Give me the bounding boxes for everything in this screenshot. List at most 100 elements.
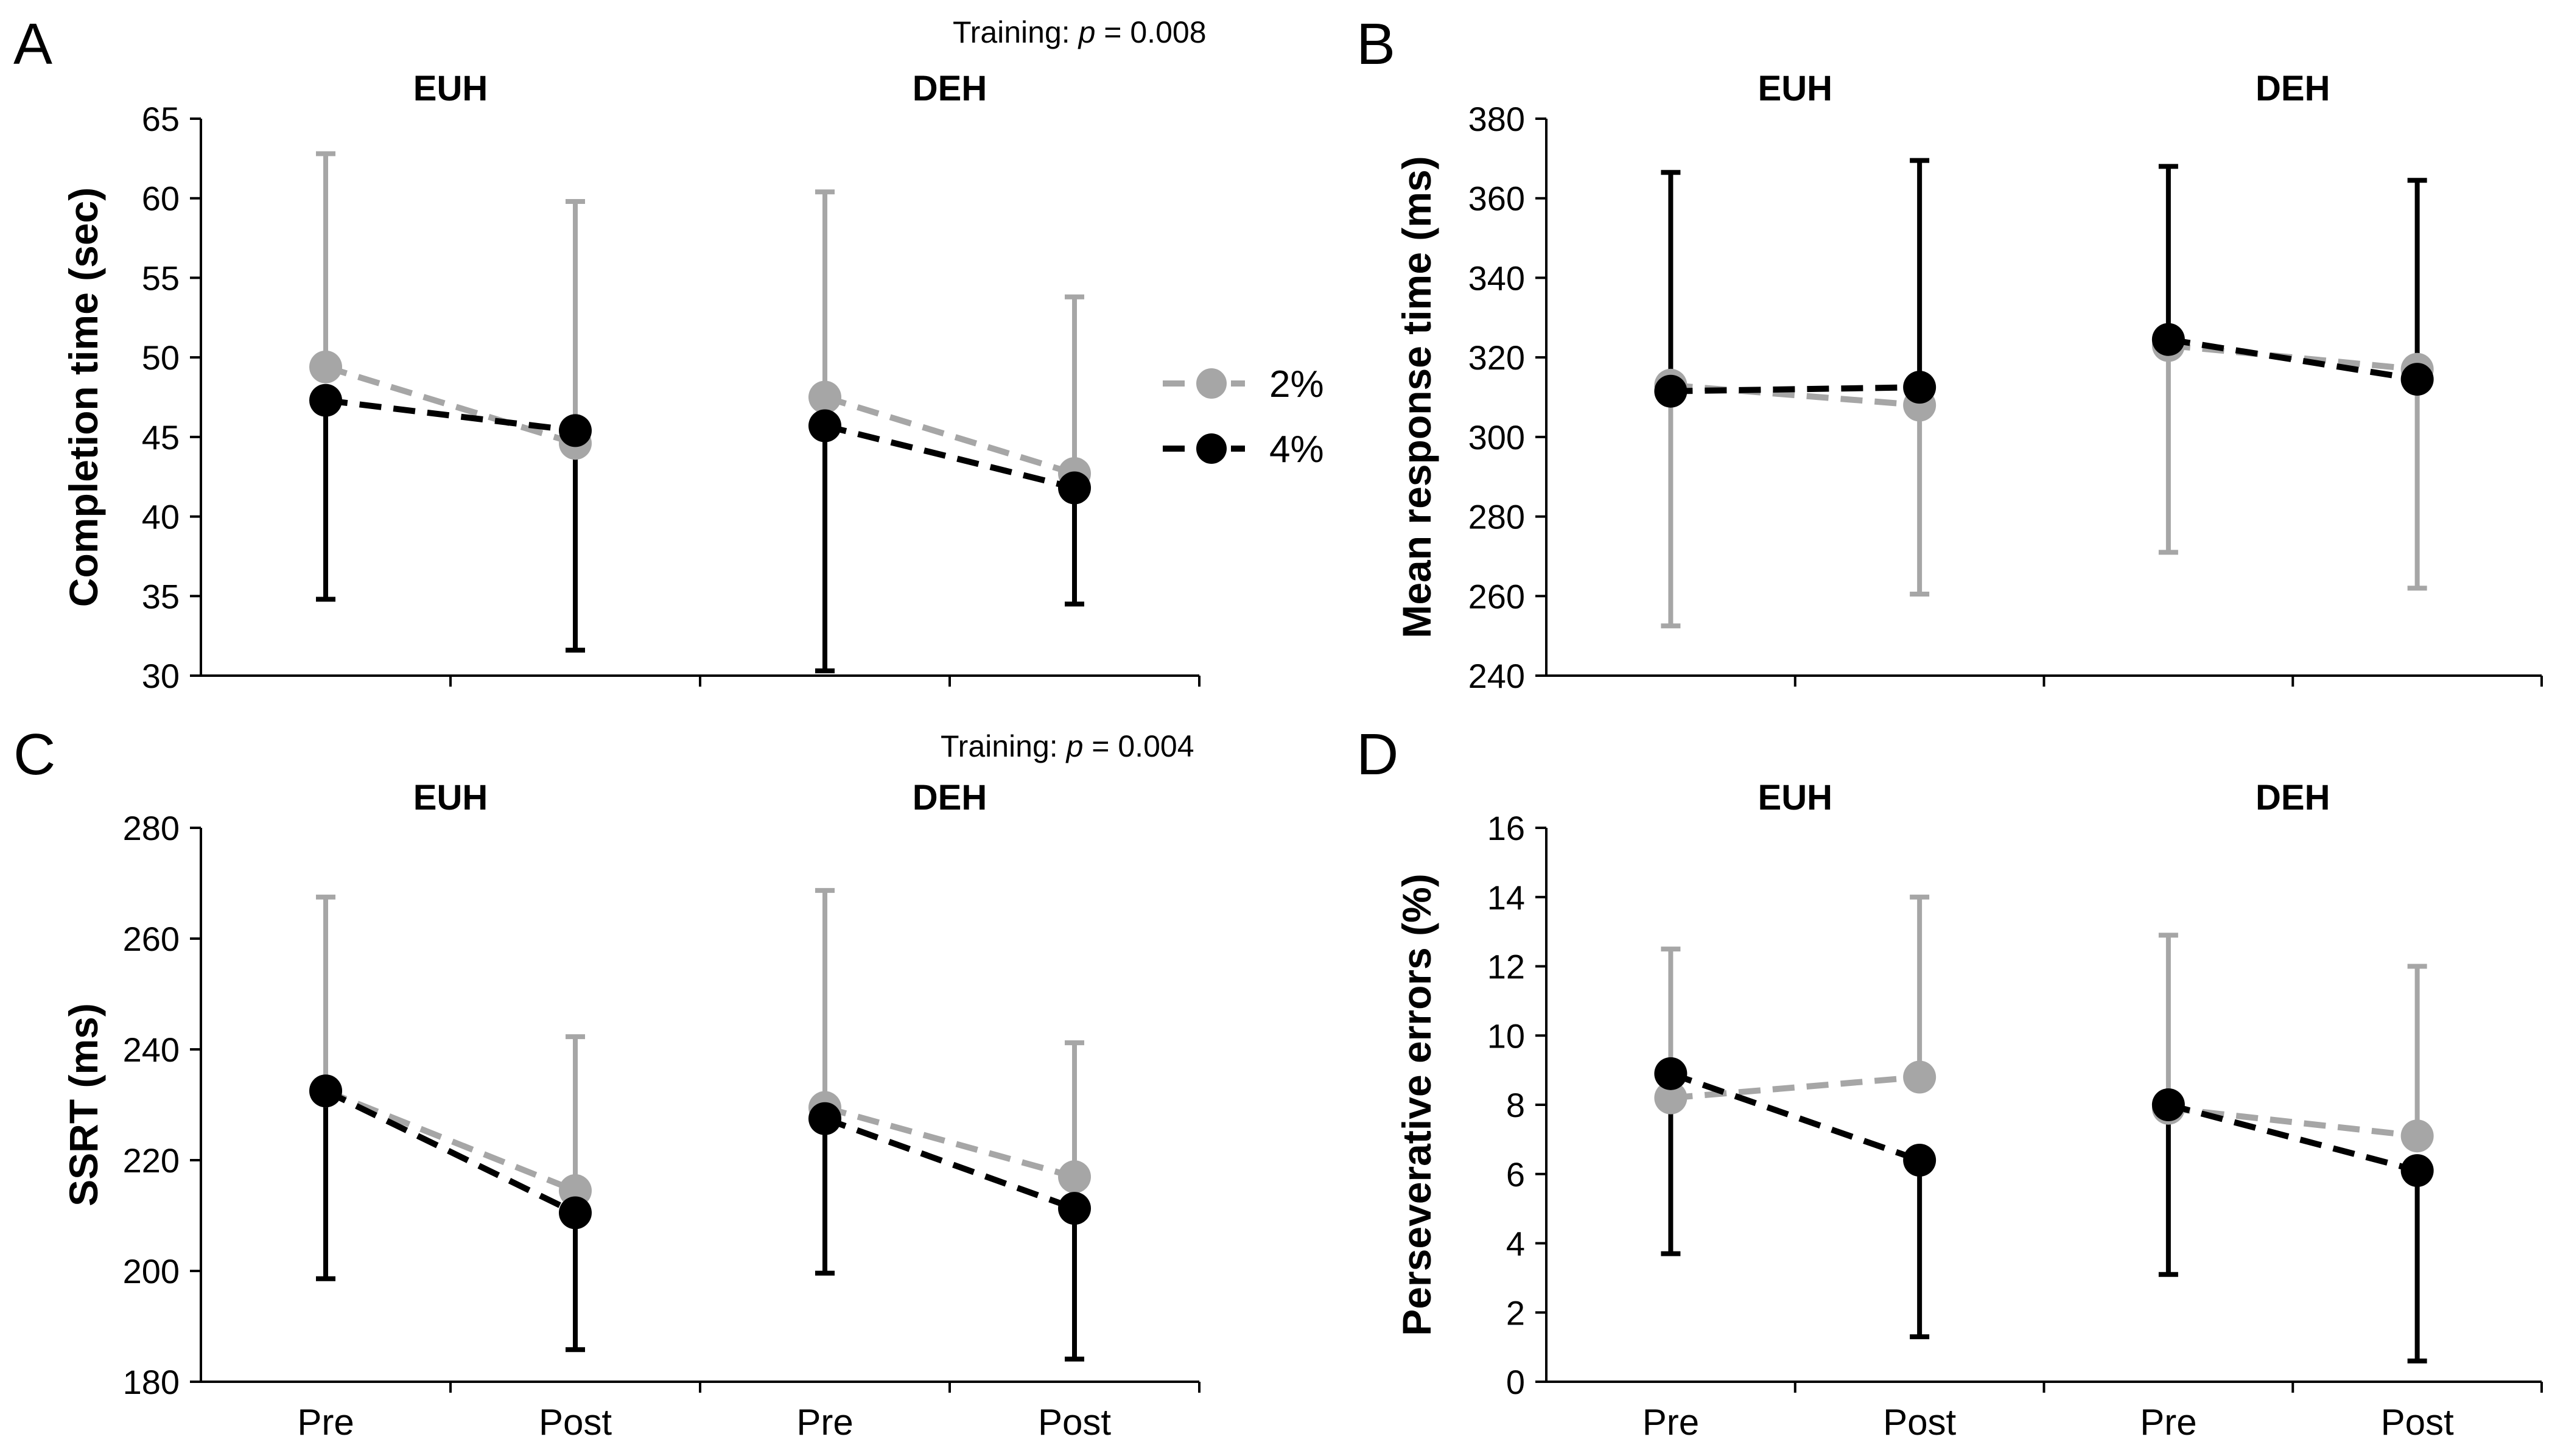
group-label-deh: DEH <box>2256 778 2330 817</box>
legend-label: 2% <box>1269 363 1324 405</box>
annotation-prefix: Training: <box>941 729 1067 763</box>
group-label-deh: DEH <box>913 778 987 817</box>
y-tick-label: 200 <box>123 1252 180 1290</box>
panel-letter-c: C <box>13 722 55 787</box>
series-line <box>824 1116 1076 1211</box>
y-tick-label: 65 <box>142 100 180 138</box>
data-point <box>2151 323 2185 356</box>
annotation-prefix: Training: <box>953 15 1079 49</box>
data-point <box>808 1102 841 1135</box>
y-tick-label: 35 <box>142 577 180 615</box>
data-point <box>808 409 841 443</box>
y-tick-label: 280 <box>1468 498 1525 536</box>
data-point <box>808 380 841 414</box>
series-line <box>2168 336 2418 383</box>
data-point <box>1903 1060 1937 1094</box>
y-tick-label: 16 <box>1487 809 1525 847</box>
y-tick-label: 280 <box>123 809 180 847</box>
y-tick-label: 240 <box>123 1031 180 1069</box>
legend-marker <box>1196 368 1227 399</box>
y-tick-label: 300 <box>1468 418 1525 457</box>
x-category-label-pre: Pre <box>2140 1402 2196 1443</box>
data-point <box>2400 1154 2434 1188</box>
data-point <box>2400 363 2434 396</box>
y-tick-label: 30 <box>142 657 180 695</box>
training-annotation: Training: p = 0.008 <box>953 15 1207 49</box>
panel-a: A EUH DEH 30 35 40 45 50 55 60 65 Completion time (… <box>13 12 1324 695</box>
data-point <box>1654 1057 1688 1090</box>
y-axis-label: Completion time (sec) <box>61 187 106 607</box>
data-point <box>1903 1144 1937 1177</box>
data-point <box>1058 1192 1091 1225</box>
y-tick-label: 4 <box>1506 1225 1525 1263</box>
annotation-value: = 0.008 <box>1095 15 1206 49</box>
series-line <box>1670 384 1920 394</box>
data-point <box>309 350 342 383</box>
y-axis-label: Perseverative errors (%) <box>1394 873 1439 1335</box>
y-tick-label: 55 <box>142 259 180 297</box>
group-label-euh: EUH <box>413 778 488 817</box>
data-point <box>1654 1081 1688 1115</box>
legend-label: 4% <box>1269 429 1324 471</box>
series-line <box>1669 1071 1921 1163</box>
y-tick-label: 2 <box>1506 1293 1525 1332</box>
y-tick-label: 340 <box>1468 259 1525 297</box>
legend-marker <box>1196 433 1227 464</box>
group-label-deh: DEH <box>913 69 987 108</box>
y-tick-label: 10 <box>1487 1017 1525 1055</box>
series-line <box>824 1104 1076 1180</box>
group-label-euh: EUH <box>1758 778 1832 817</box>
data-point <box>559 414 592 447</box>
series-line <box>2168 342 2418 373</box>
annotation-p: p <box>1078 15 1096 49</box>
x-category-label-post: Post <box>1038 1402 1111 1443</box>
panel-c: C EUH DEH 180 200 220 240 260 280 Pre Post Pre Post S… <box>13 722 1201 1443</box>
y-tick-label: 40 <box>142 498 180 536</box>
series-line <box>324 1088 577 1216</box>
series-line <box>324 364 577 447</box>
y-tick-label: 6 <box>1506 1155 1525 1194</box>
x-category-label-pre: Pre <box>796 1402 853 1443</box>
y-tick-label: 0 <box>1506 1363 1525 1401</box>
panel-letter-d: D <box>1356 722 1398 787</box>
panel-letter-a: A <box>13 12 52 77</box>
y-axis-label: SSRT (ms) <box>61 1003 106 1206</box>
panel-d: D EUH DEH 0 2 4 6 8 10 12 14 16 Pre Post Pre Post Persev… <box>1356 722 2543 1443</box>
annotation-p: p <box>1065 729 1084 763</box>
x-category-label-post: Post <box>1883 1402 1956 1443</box>
panel-b: B EUH DEH 240 260 280 300 320 340 360 380 Mean resp… <box>1356 12 2543 695</box>
data-point <box>309 383 342 417</box>
y-tick-label: 180 <box>123 1363 180 1401</box>
series-line <box>824 422 1076 491</box>
y-tick-label: 50 <box>142 338 180 377</box>
series-line <box>1670 1074 1920 1101</box>
x-category-label-pre: Pre <box>297 1402 354 1443</box>
x-category-label-pre: Pre <box>1642 1402 1699 1443</box>
annotation-value: = 0.004 <box>1083 729 1194 763</box>
group-label-euh: EUH <box>413 69 488 108</box>
x-category-label-post: Post <box>539 1402 612 1443</box>
training-annotation: Training: p = 0.004 <box>941 729 1194 763</box>
y-tick-label: 60 <box>142 180 180 218</box>
y-tick-label: 260 <box>123 920 180 958</box>
y-axis-label: Mean response time (ms) <box>1394 156 1439 638</box>
group-label-deh: DEH <box>2256 69 2330 108</box>
data-point <box>1058 471 1091 505</box>
y-tick-label: 220 <box>123 1141 180 1180</box>
series-line <box>824 394 1076 477</box>
y-tick-label: 320 <box>1468 338 1525 377</box>
series-line <box>325 397 576 434</box>
y-tick-label: 45 <box>142 418 180 457</box>
x-category-label-post: Post <box>2381 1402 2454 1443</box>
data-point <box>2151 1088 2185 1121</box>
group-label-euh: EUH <box>1758 69 1832 108</box>
y-tick-label: 12 <box>1487 948 1525 986</box>
y-tick-label: 360 <box>1468 180 1525 218</box>
panel-letter-b: B <box>1356 12 1395 77</box>
data-point <box>309 1074 342 1108</box>
data-point <box>1058 1160 1091 1194</box>
series-line <box>324 1088 577 1194</box>
y-tick-label: 240 <box>1468 657 1525 695</box>
legend: 2% 4% <box>1163 363 1324 471</box>
